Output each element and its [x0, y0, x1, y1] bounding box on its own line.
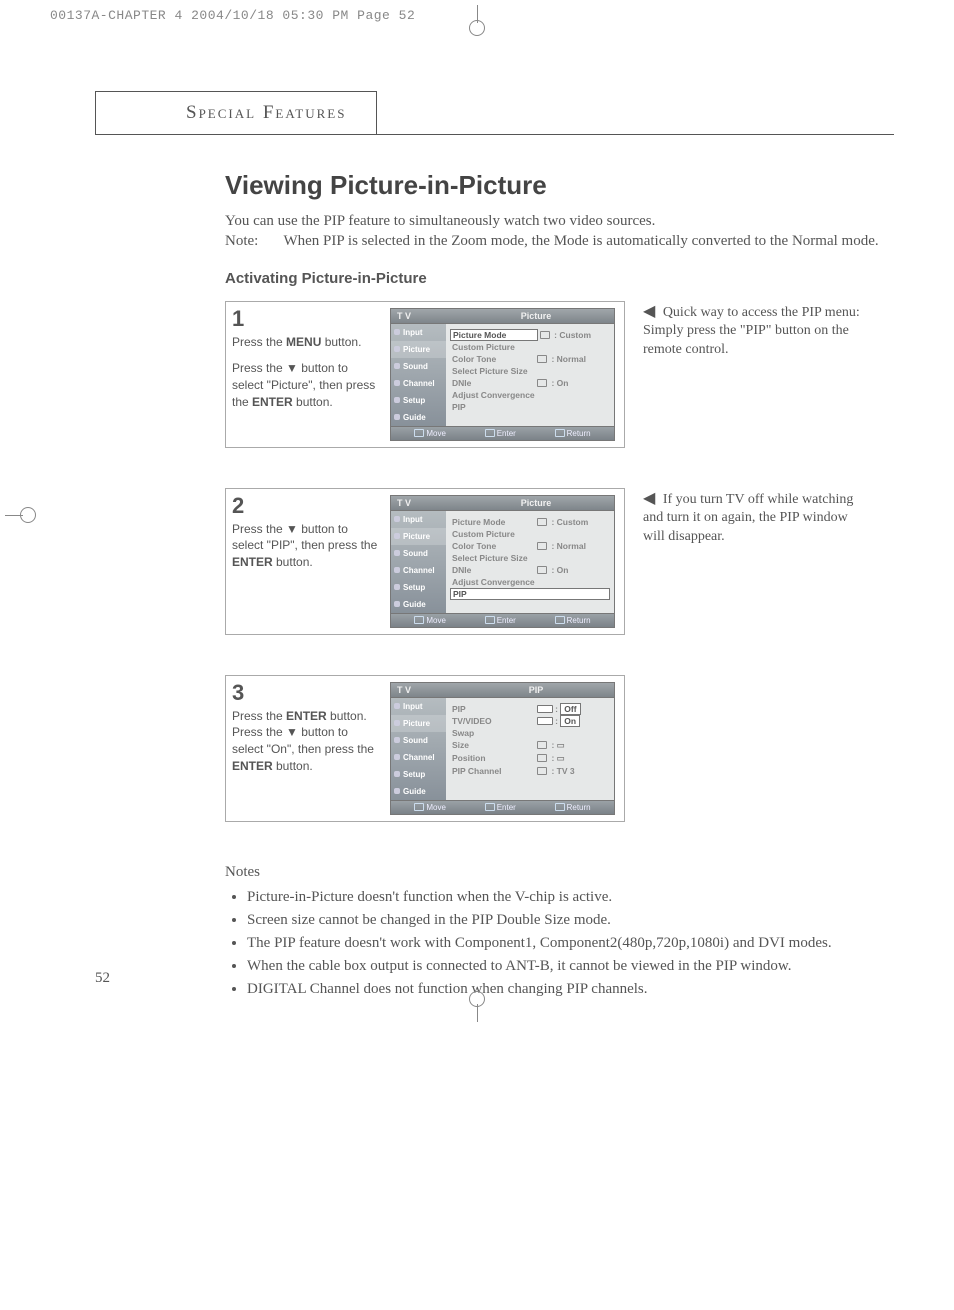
osd-footer: MoveEnterReturn	[390, 427, 615, 441]
page-number: 52	[95, 970, 110, 987]
osd-title: PIP	[458, 683, 614, 697]
step-instructions: 1 Press the MENU button. Press the ▼ but…	[232, 308, 390, 441]
notes-list: Picture-in-Picture doesn't function when…	[225, 887, 894, 1000]
step-row: 1 Press the MENU button. Press the ▼ but…	[225, 301, 894, 448]
step-row: 3 Press the ENTER button. Press the ▼ bu…	[225, 675, 894, 822]
notes-heading: Notes	[225, 862, 894, 883]
osd-screenshot: T V PIP InputPictureSoundChannelSetupGui…	[390, 682, 615, 815]
step-box: 3 Press the ENTER button. Press the ▼ bu…	[225, 675, 625, 822]
crop-mark-icon	[462, 992, 492, 1022]
arrow-icon: ◀	[643, 490, 655, 507]
step-number: 2	[232, 495, 382, 517]
osd-menu: Picture Mode : CustomCustom PictureColor…	[446, 324, 614, 426]
note-label: Note:	[225, 231, 280, 251]
osd-menu: Picture Mode : CustomCustom PictureColor…	[446, 511, 614, 613]
osd-title: Picture	[458, 496, 614, 510]
osd-tv-label: T V	[391, 683, 458, 697]
step-instructions: 2 Press the ▼ button to select "PIP", th…	[232, 495, 390, 628]
note-item: DIGITAL Channel does not function when c…	[247, 979, 894, 1000]
side-note: ◀ If you turn TV off while watching and …	[643, 488, 873, 548]
osd-menu: PIP: OffTV/VIDEO: OnSwapSize : ▭Position…	[446, 698, 614, 800]
section-tab: Special Features	[95, 91, 377, 135]
osd-footer: MoveEnterReturn	[390, 801, 615, 815]
crop-mark-icon	[462, 5, 492, 35]
osd-sidebar: InputPictureSoundChannelSetupGuide	[391, 511, 446, 613]
step-number: 3	[232, 682, 382, 704]
subheading: Activating Picture-in-Picture	[225, 270, 894, 287]
crop-mark-icon	[5, 500, 35, 530]
step-box: 1 Press the MENU button. Press the ▼ but…	[225, 301, 625, 448]
note-text: When PIP is selected in the Zoom mode, t…	[283, 233, 878, 249]
note-item: Picture-in-Picture doesn't function when…	[247, 887, 894, 908]
arrow-icon: ◀	[643, 303, 655, 320]
step-box: 2 Press the ▼ button to select "PIP", th…	[225, 488, 625, 635]
notes-block: Notes Picture-in-Picture doesn't functio…	[225, 862, 894, 1000]
intro-text: You can use the PIP feature to simultane…	[225, 211, 894, 252]
note-item: Screen size cannot be changed in the PIP…	[247, 910, 894, 931]
osd-tv-label: T V	[391, 496, 458, 510]
page-title: Viewing Picture-in-Picture	[225, 170, 894, 201]
note-item: When the cable box output is connected t…	[247, 956, 894, 977]
osd-screenshot: T V Picture InputPictureSoundChannelSetu…	[390, 308, 615, 441]
step-number: 1	[232, 308, 382, 330]
intro-line: You can use the PIP feature to simultane…	[225, 211, 894, 231]
step-instructions: 3 Press the ENTER button. Press the ▼ bu…	[232, 682, 390, 815]
step-row: 2 Press the ▼ button to select "PIP", th…	[225, 488, 894, 635]
print-header: 00137A-CHAPTER 4 2004/10/18 05:30 PM Pag…	[50, 8, 415, 23]
osd-sidebar: InputPictureSoundChannelSetupGuide	[391, 698, 446, 800]
osd-tv-label: T V	[391, 309, 458, 323]
side-note: ◀ Quick way to access the PIP menu: Simp…	[643, 301, 873, 361]
osd-sidebar: InputPictureSoundChannelSetupGuide	[391, 324, 446, 426]
osd-footer: MoveEnterReturn	[390, 614, 615, 628]
osd-screenshot: T V Picture InputPictureSoundChannelSetu…	[390, 495, 615, 628]
osd-title: Picture	[458, 309, 614, 323]
note-item: The PIP feature doesn't work with Compon…	[247, 933, 894, 954]
